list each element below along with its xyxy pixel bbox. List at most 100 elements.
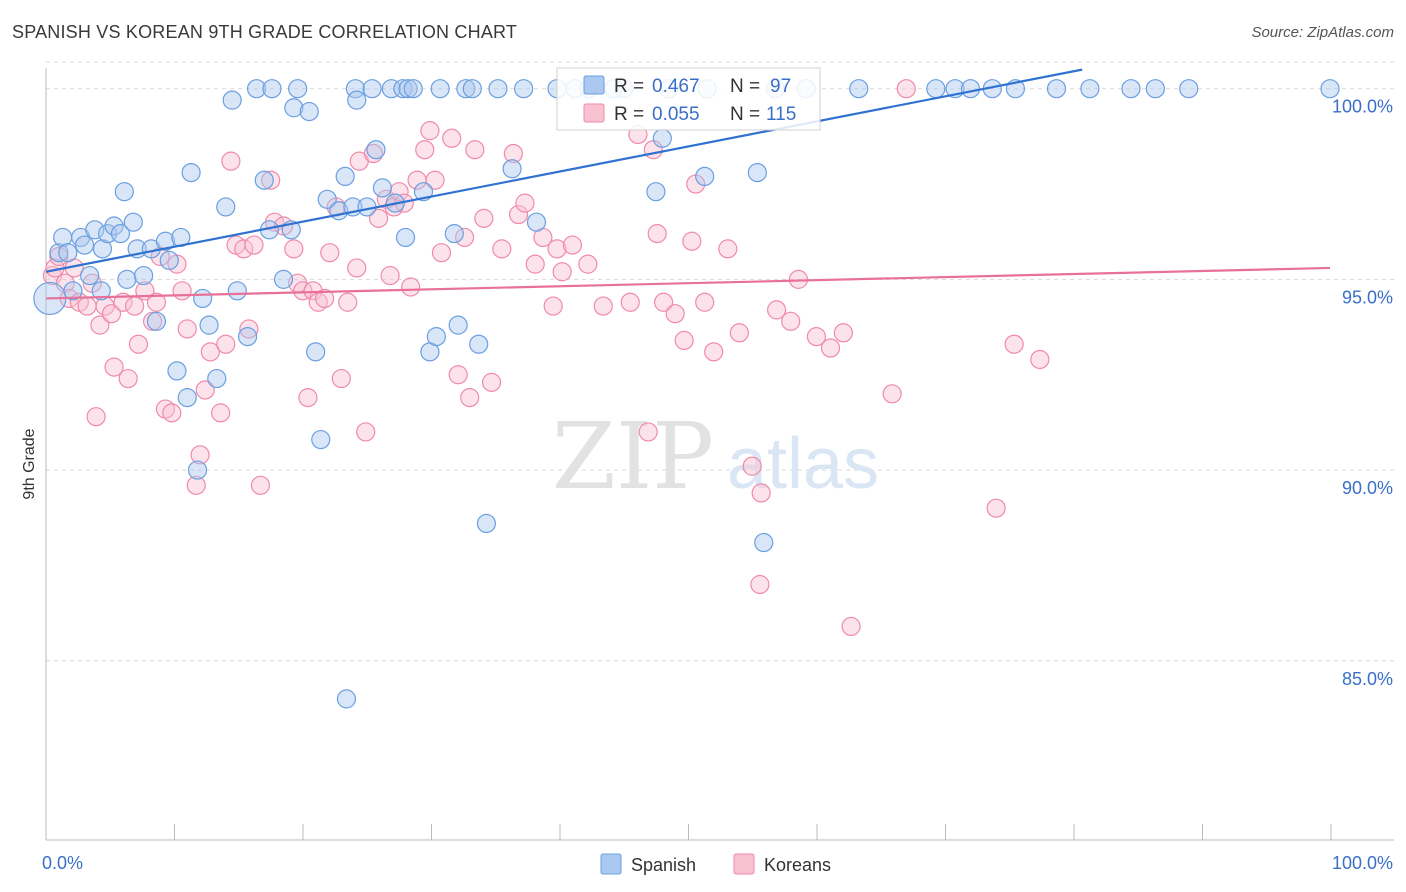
axes (45, 68, 1394, 841)
spanish-point (444, 224, 464, 244)
koreans-point (448, 365, 468, 385)
spanish-point (74, 235, 95, 255)
spanish-point (514, 79, 534, 99)
y-axis-title: 9th Grade (21, 428, 38, 499)
spanish-point (284, 98, 304, 118)
spanish-swatch-icon (583, 75, 605, 95)
spanish-point (372, 178, 393, 198)
koreans-point (380, 265, 400, 286)
koreans-point (806, 326, 827, 347)
koreans-point (186, 475, 206, 495)
koreans-point (442, 128, 462, 148)
koreans-point (578, 254, 598, 274)
koreans-point (190, 445, 210, 465)
koreans-r-label: R = (614, 104, 644, 125)
spanish-point (347, 90, 367, 110)
koreans-point (368, 208, 389, 228)
spanish-point (381, 79, 401, 99)
koreans-point (425, 170, 445, 190)
gridlines (46, 61, 1394, 662)
spanish-point (85, 220, 105, 240)
koreans-n-label: N = (730, 104, 760, 125)
spanish-point (1320, 79, 1340, 99)
koreans-point (221, 151, 241, 171)
koreans-point (695, 292, 715, 312)
spanish-point (246, 79, 267, 99)
koreans-point (420, 121, 440, 141)
spanish-point (159, 250, 179, 270)
spanish-point (63, 281, 83, 301)
koreans-point (515, 193, 535, 213)
koreans-point (415, 140, 435, 160)
koreans-swatch-icon (583, 103, 605, 123)
koreans-point (729, 323, 749, 343)
koreans-point (562, 235, 583, 255)
koreans-point (620, 292, 640, 312)
koreans-point (474, 208, 494, 228)
koreans-point (682, 231, 702, 251)
spanish-legend-icon (600, 853, 622, 875)
spanish-points (33, 79, 1340, 709)
koreans-point (250, 475, 271, 495)
koreans-point (177, 319, 197, 339)
spanish-point (254, 170, 274, 190)
koreans-point (882, 384, 902, 404)
spanish-point (306, 342, 326, 362)
koreans-point (986, 498, 1006, 518)
koreans-point (481, 372, 502, 392)
source-credit: Source: ZipAtlas.com (1251, 24, 1394, 41)
spanish-point (393, 79, 413, 99)
koreans-point (338, 292, 358, 312)
koreans-point (124, 296, 145, 316)
spanish-point (747, 162, 767, 183)
koreans-point (347, 258, 367, 278)
koreans-point (244, 235, 264, 255)
spanish-n-label: N = (730, 76, 760, 97)
stats-legend: R = 0.467 N = 97 R = 0.055 N = 115 (556, 67, 821, 131)
koreans-legend-label: Koreans (764, 855, 831, 875)
x-tick-label: 100.0% (1332, 853, 1393, 873)
spanish-point (1121, 79, 1141, 99)
koreans-point (239, 319, 259, 339)
koreans-point (525, 254, 545, 274)
spanish-point (1046, 79, 1067, 99)
spanish-point (362, 79, 382, 99)
koreans-point (104, 357, 124, 377)
spanish-point (336, 689, 357, 709)
koreans-point (742, 456, 762, 476)
spanish-point (199, 315, 219, 335)
koreans-point (543, 296, 563, 316)
spanish-point (167, 361, 187, 381)
trendlines (45, 68, 1331, 300)
spanish-point (448, 315, 468, 335)
spanish-point (317, 189, 337, 209)
koreans-point (315, 288, 335, 309)
spanish-point (207, 368, 227, 389)
koreans-point (331, 368, 351, 389)
koreans-point (896, 79, 916, 99)
koreans-legend-icon (733, 853, 755, 875)
koreans-point (118, 368, 138, 389)
koreans-points (42, 79, 1050, 637)
x-tick-label: 0.0% (42, 853, 83, 873)
koreans-point (654, 292, 674, 312)
koreans-point (195, 380, 215, 400)
spanish-legend-label: Spanish (631, 855, 696, 875)
koreans-point (401, 277, 421, 297)
spanish-point (476, 513, 497, 534)
spanish-point (426, 326, 446, 347)
koreans-point (101, 304, 122, 324)
koreans-point (841, 616, 861, 637)
koreans-point (86, 407, 106, 427)
koreans-point (665, 304, 685, 324)
koreans-point (146, 292, 167, 312)
spanish-point (193, 288, 213, 309)
spanish-point (104, 216, 124, 236)
spanish-point (123, 212, 143, 232)
spanish-point (469, 334, 489, 354)
spanish-point (1080, 79, 1100, 99)
koreans-point (508, 204, 529, 225)
koreans-point (128, 334, 149, 354)
spanish-r-label: R = (614, 76, 644, 97)
